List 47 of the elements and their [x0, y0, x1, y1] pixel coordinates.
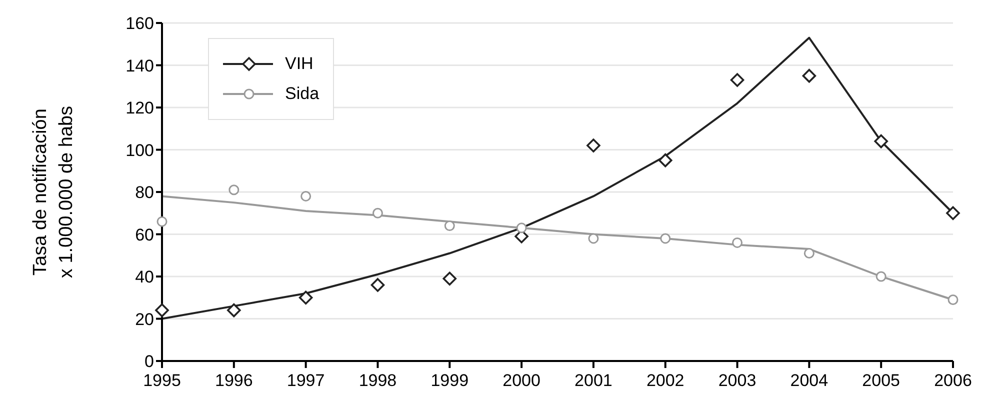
point	[156, 216, 168, 227]
point	[155, 303, 169, 318]
x-tick-label: 2004	[790, 371, 828, 390]
point	[444, 220, 455, 232]
y-tick-label: 20	[135, 310, 154, 329]
point	[874, 134, 888, 148]
point	[372, 208, 383, 218]
point	[732, 237, 743, 248]
x-tick-label: 1997	[286, 371, 325, 390]
x-tick-label: 1998	[358, 371, 397, 390]
y-tick-label: 160	[126, 14, 154, 34]
point	[442, 272, 457, 286]
point	[658, 153, 672, 168]
x-tick-label: 2002	[646, 371, 684, 390]
y-tick-label: 120	[126, 98, 154, 118]
x-tick-label: 2000	[502, 371, 540, 390]
point	[370, 278, 385, 292]
point	[660, 233, 671, 244]
x-tick-label: 2003	[718, 371, 756, 390]
point	[804, 248, 814, 259]
point	[948, 294, 958, 305]
point	[730, 73, 744, 87]
x-tick-label: 1996	[214, 371, 253, 390]
x-tick-label: 1995	[143, 371, 181, 390]
x-tick-label: 2006	[934, 371, 972, 390]
y-tick-label: 40	[135, 268, 154, 287]
point	[946, 206, 960, 220]
y-tick-label: 0	[144, 352, 154, 372]
legend-label: Sida	[285, 84, 320, 104]
y-axis-title: Tasa de notificación x 1.000.000 de habs	[30, 106, 77, 278]
y-tick-label: 80	[135, 183, 154, 202]
point	[876, 271, 886, 282]
point	[588, 233, 599, 244]
y-tick-label: 60	[135, 225, 154, 244]
x-tick-label: 1999	[430, 371, 469, 390]
y-tick-label: 140	[126, 56, 154, 76]
x-tick-label: 2005	[862, 371, 900, 390]
legend-label: VIH	[285, 54, 314, 74]
y-tick-label: 100	[126, 140, 154, 160]
point	[586, 138, 600, 152]
point	[802, 68, 816, 83]
point	[228, 184, 240, 196]
point	[516, 222, 527, 234]
x-tick-label: 2001	[574, 371, 612, 390]
point	[300, 190, 312, 202]
point	[227, 303, 241, 318]
point	[298, 290, 313, 305]
